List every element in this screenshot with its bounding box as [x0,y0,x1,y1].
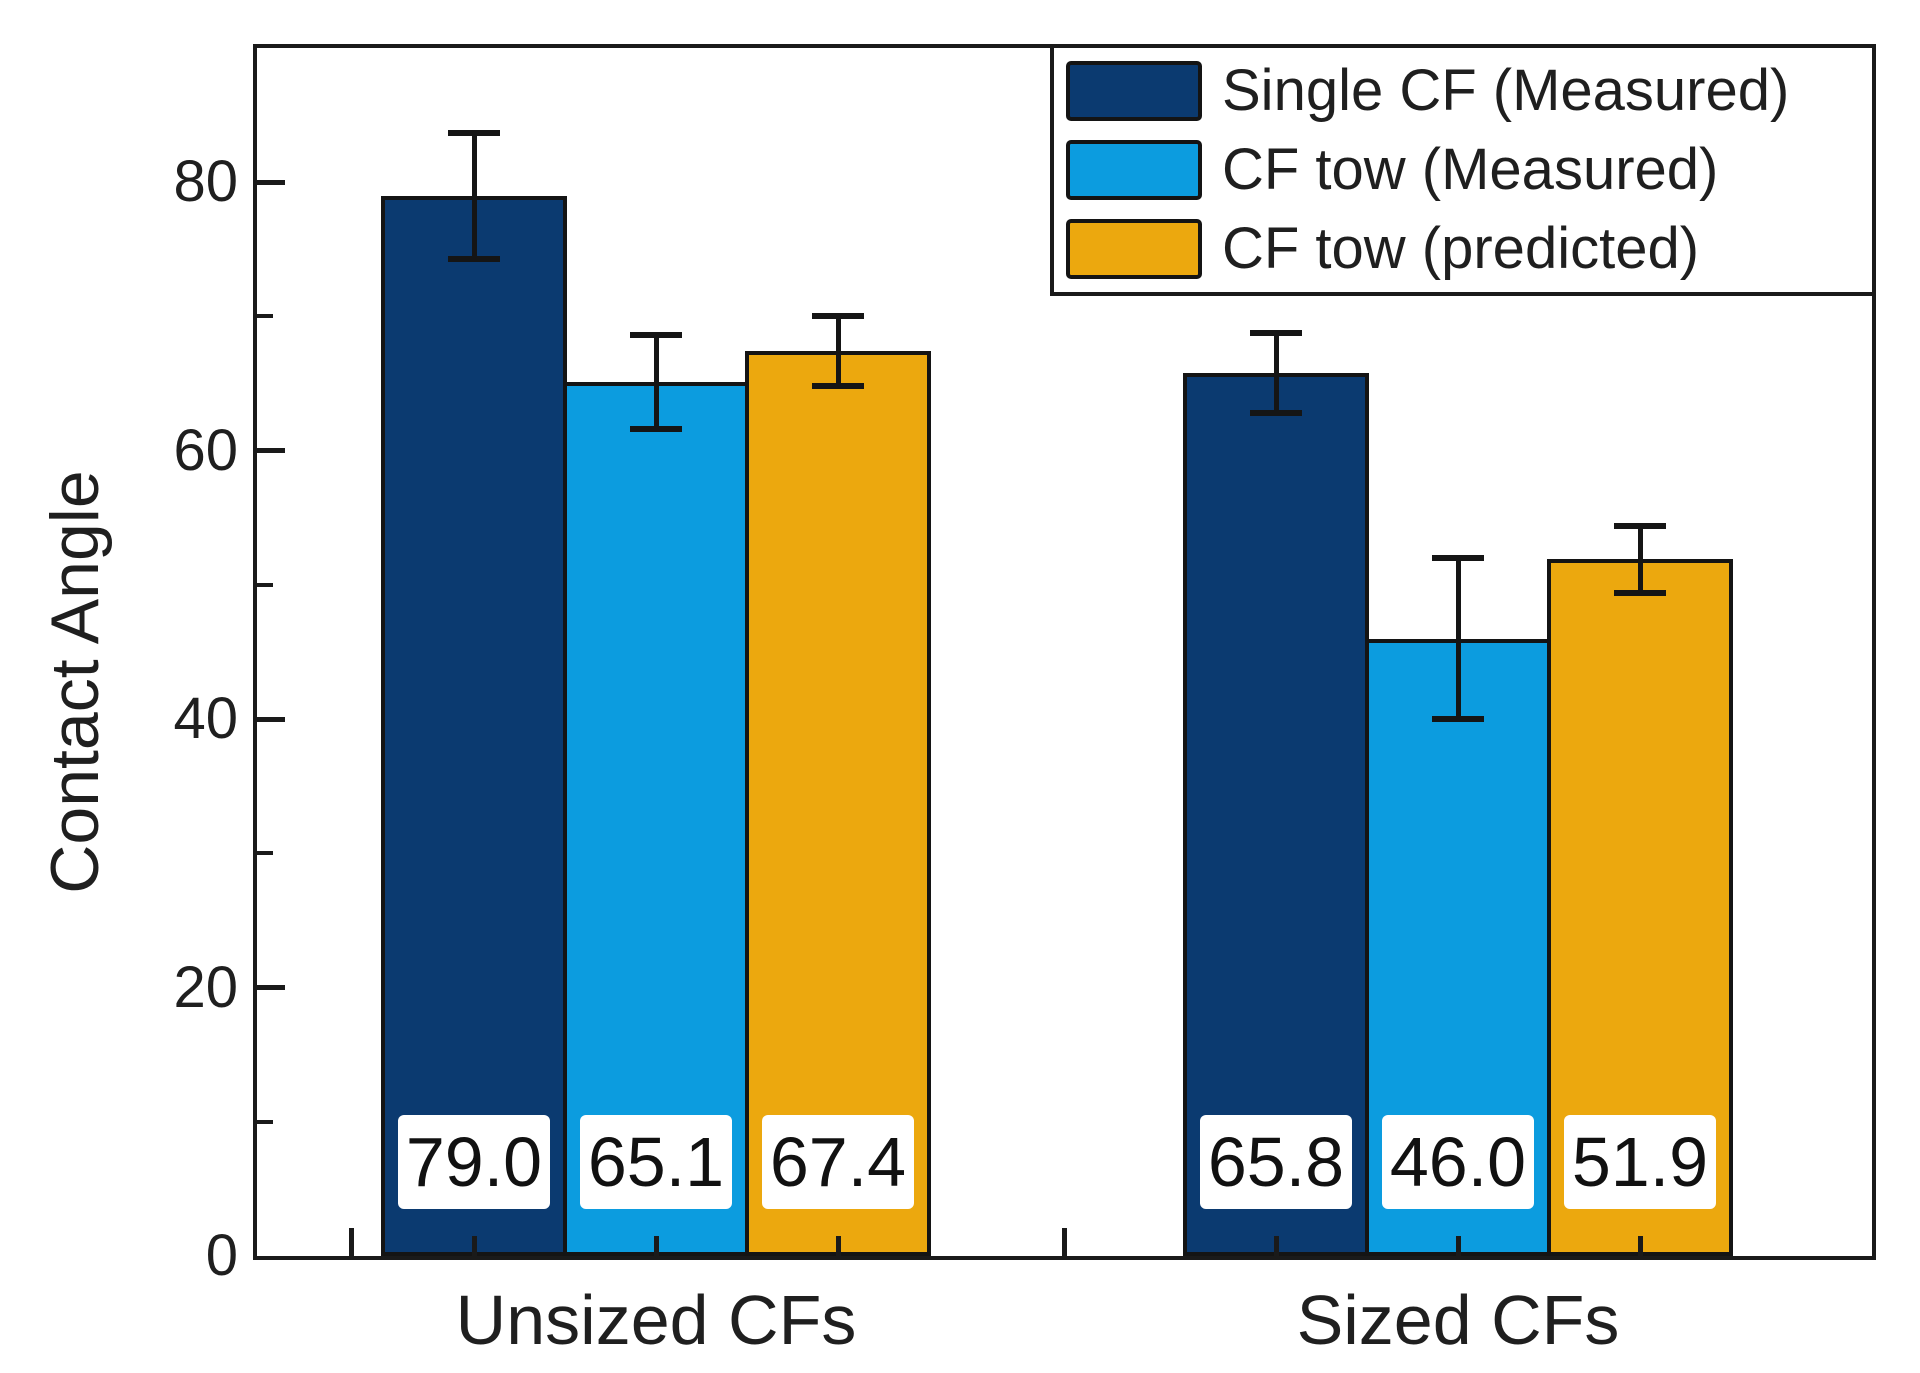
error-bar [1455,558,1461,720]
legend-entry: Single CF (Measured) [1066,59,1872,123]
x-category-label: Unsized CFs [455,1281,857,1359]
legend-swatch [1066,139,1202,200]
legend-label: CF tow (predicted) [1222,215,1700,281]
y-major-tick [257,985,285,991]
error-bar-bottom-cap [1250,410,1302,417]
error-bar-top-cap [1250,329,1302,336]
bar-single-cf-measured- [381,195,567,1256]
y-minor-tick [257,1119,273,1124]
error-bar-top-cap [448,129,500,136]
bar-value-label: 65.1 [580,1115,732,1209]
y-tick-label: 60 [173,417,238,483]
y-minor-tick [257,851,273,856]
error-bar [653,335,659,430]
y-tick-label: 0 [205,1223,238,1288]
plot-area: Single CF (Measured) CF tow (Measured) CF … [253,44,1876,1260]
error-bar-top-cap [1614,522,1666,529]
error-bar-bottom-cap [1432,716,1484,723]
bar-value-label: 51.9 [1564,1115,1716,1209]
y-tick-label: 80 [173,149,238,215]
legend-label: CF tow (Measured) [1222,136,1719,202]
y-tick-label: 20 [173,954,238,1020]
y-major-tick [257,716,285,722]
bar-value-label: 65.8 [1200,1115,1352,1209]
error-bar [471,132,477,259]
legend-swatch [1066,218,1202,279]
error-bar [1273,332,1279,414]
bar-center-tick [1455,1236,1461,1256]
y-minor-tick [257,314,273,319]
legend-label: Single CF (Measured) [1222,58,1790,124]
bar-center-tick [1273,1236,1279,1256]
bar-center-tick [1637,1236,1643,1256]
x-category-label: Sized CFs [1296,1281,1620,1359]
error-bar-bottom-cap [448,255,500,262]
legend-entry: CF tow (Measured) [1066,136,1872,202]
error-bar-bottom-cap [1614,589,1666,596]
legend: Single CF (Measured) CF tow (Measured) CF … [1050,44,1876,296]
error-bar-top-cap [630,332,682,339]
legend-entry: CF tow (predicted) [1066,215,1872,281]
error-bar-bottom-cap [630,426,682,433]
y-major-tick [257,179,285,185]
error-bar-top-cap [812,313,864,320]
bar-center-tick [835,1236,841,1256]
y-major-tick [257,448,285,454]
error-bar [835,316,841,387]
legend-swatch [1066,61,1202,122]
error-bar-bottom-cap [812,383,864,390]
bar-cf-tow-measured- [563,382,749,1256]
error-bar [1637,525,1643,593]
bar-cf-tow-predicted- [745,351,931,1256]
bar-center-tick [471,1236,477,1256]
x-boundary-tick [1061,1228,1067,1256]
bar-value-label: 46.0 [1382,1115,1534,1209]
y-tick-label: 40 [173,686,238,752]
y-minor-tick [257,582,273,587]
bar-value-label: 79.0 [398,1115,550,1209]
x-boundary-tick [348,1228,354,1256]
bar-value-label: 67.4 [762,1115,914,1209]
error-bar-top-cap [1432,555,1484,562]
bar-center-tick [653,1236,659,1256]
